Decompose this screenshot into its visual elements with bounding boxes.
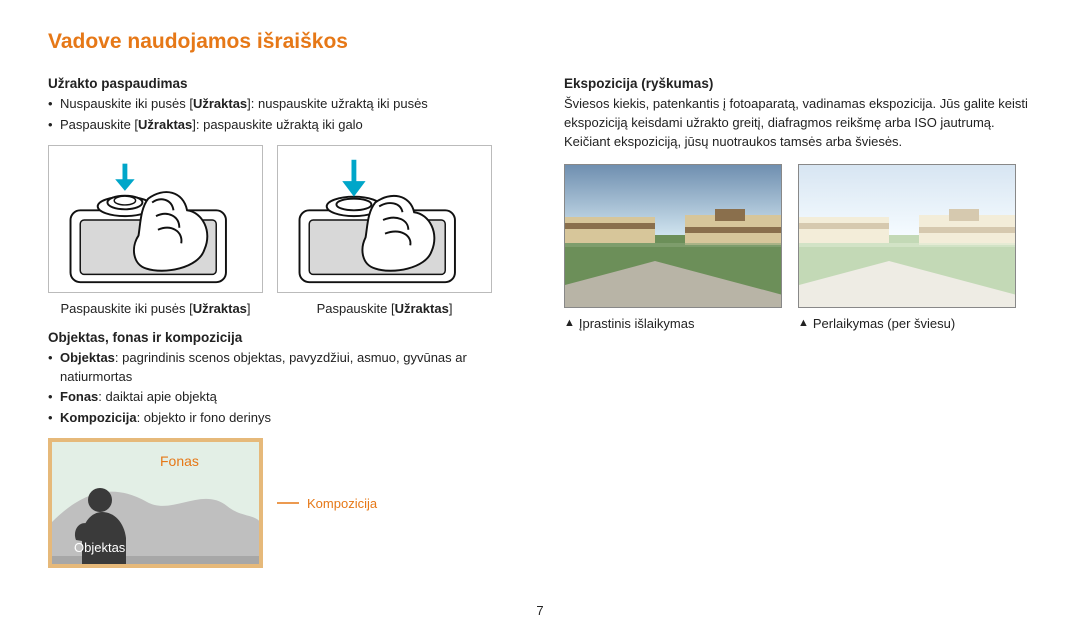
- arrow-down-icon: [342, 159, 365, 196]
- composition-label: Kompozicija: [307, 496, 377, 511]
- composition-figure-row: Fonas Objektas Kompozicija: [48, 438, 516, 568]
- shutter-fig-full: Paspauskite [Užraktas]: [277, 145, 492, 316]
- photo-normal-caption: ▲ Įprastinis išlaikymas: [564, 316, 782, 331]
- shutter-bullet-2: Paspauskite [Užraktas]: paspauskite užra…: [48, 116, 516, 135]
- triangle-icon: ▲: [564, 317, 575, 329]
- photo-over-card: ▲ Perlaikymas (per šviesu): [798, 164, 1016, 331]
- photo-over-caption: ▲ Perlaikymas (per šviesu): [798, 316, 1016, 331]
- exposure-paragraph: Šviesos kiekis, patenkantis į fotoaparat…: [564, 95, 1032, 152]
- columns: Užrakto paspaudimas Nuspauskite iki pusė…: [48, 76, 1032, 568]
- left-column: Užrakto paspaudimas Nuspauskite iki pusė…: [48, 76, 516, 568]
- composition-bullet-2: Fonas: daiktai apie objektą: [48, 388, 516, 407]
- shutter-figures: Paspauskite iki pusės [Užraktas]: [48, 145, 516, 316]
- shutter-half-illustration: [48, 145, 263, 293]
- exposure-photos: ▲ Įprastinis išlaikymas: [564, 164, 1032, 331]
- fonas-label: Fonas: [160, 453, 199, 469]
- arrow-down-icon: [115, 163, 134, 190]
- shutter-bullets: Nuspauskite iki pusės [Užraktas]: nuspau…: [48, 95, 516, 135]
- photo-normal: [564, 164, 782, 308]
- photo-overexposed: [798, 164, 1016, 308]
- composition-bullet-1: Objektas: pagrindinis scenos objektas, p…: [48, 349, 516, 387]
- composition-pointer: Kompozicija: [277, 496, 377, 511]
- shutter-heading: Užrakto paspaudimas: [48, 76, 516, 91]
- composition-bullets: Objektas: pagrindinis scenos objektas, p…: [48, 349, 516, 428]
- composition-heading: Objektas, fonas ir kompozicija: [48, 330, 516, 345]
- composition-illustration: Fonas Objektas: [48, 438, 263, 568]
- right-column: Ekspozicija (ryškumas) Šviesos kiekis, p…: [564, 76, 1032, 568]
- composition-bullet-3: Kompozicija: objekto ir fono derinys: [48, 409, 516, 428]
- triangle-icon: ▲: [798, 317, 809, 329]
- shutter-fig-half: Paspauskite iki pusės [Užraktas]: [48, 145, 263, 316]
- shutter-full-caption: Paspauskite [Užraktas]: [277, 301, 492, 316]
- shutter-half-caption: Paspauskite iki pusės [Užraktas]: [48, 301, 263, 316]
- shutter-bullet-1: Nuspauskite iki pusės [Užraktas]: nuspau…: [48, 95, 516, 114]
- objektas-label: Objektas: [74, 540, 126, 555]
- page-title: Vadove naudojamos išraiškos: [48, 30, 1032, 54]
- exposure-heading: Ekspozicija (ryškumas): [564, 76, 1032, 91]
- page-number: 7: [0, 603, 1080, 618]
- shutter-full-illustration: [277, 145, 492, 293]
- photo-normal-card: ▲ Įprastinis išlaikymas: [564, 164, 782, 331]
